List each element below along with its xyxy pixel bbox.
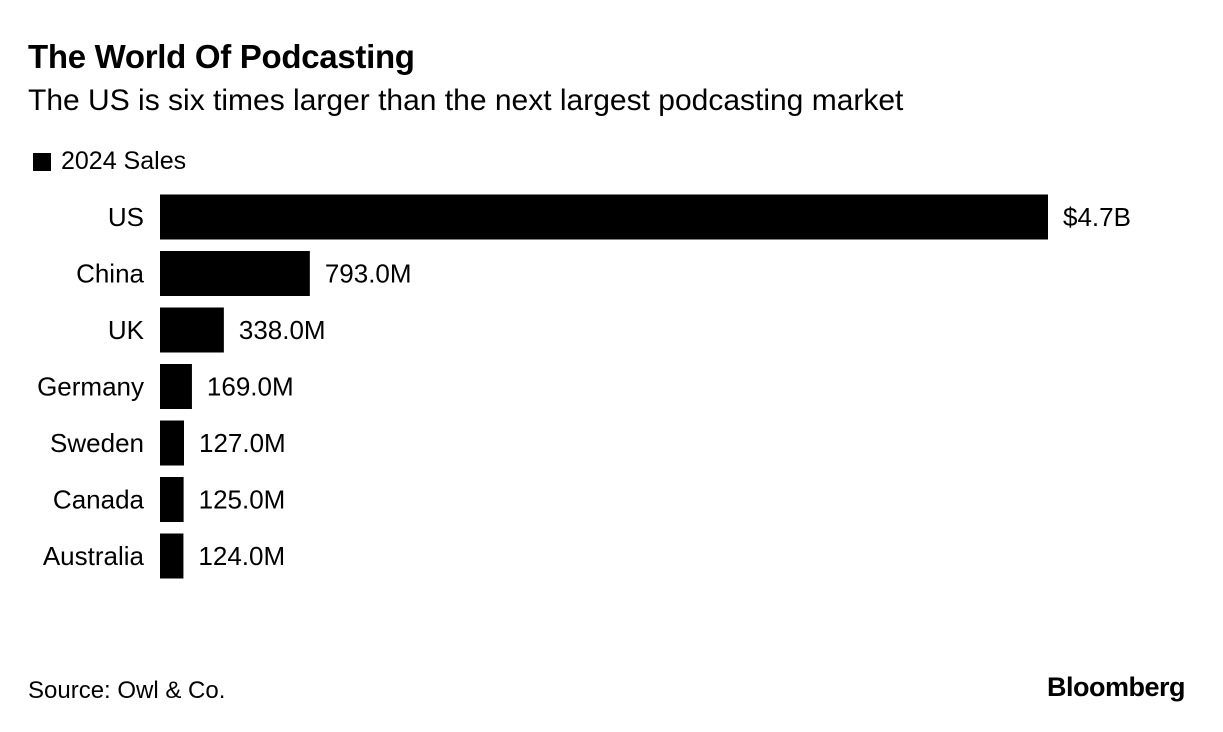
- bar: [160, 194, 1048, 240]
- category-label: UK: [108, 315, 145, 345]
- data-label: 338.0M: [239, 315, 326, 345]
- category-label: Germany: [37, 372, 144, 402]
- category-label: Sweden: [50, 428, 144, 458]
- data-label: 169.0M: [207, 372, 294, 402]
- data-label: 125.0M: [199, 485, 286, 515]
- bar: [160, 420, 184, 466]
- category-label: Canada: [53, 485, 145, 515]
- legend: 2024 Sales: [33, 147, 186, 176]
- source-note: Source: Owl & Co.: [28, 677, 226, 704]
- data-label: 127.0M: [199, 428, 286, 458]
- bar: [160, 251, 310, 296]
- data-label: $4.7B: [1063, 202, 1131, 232]
- legend-swatch: [33, 152, 51, 171]
- chart-title: The World Of Podcasting: [28, 38, 415, 75]
- bar: [160, 477, 184, 522]
- data-label: 124.0M: [198, 541, 285, 571]
- legend-label: 2024 Sales: [61, 147, 187, 175]
- chart-subtitle: The US is six times larger than the next…: [28, 84, 904, 117]
- bar: [160, 364, 192, 409]
- category-label: US: [108, 202, 144, 232]
- category-label: China: [76, 259, 144, 289]
- category-label: Australia: [43, 541, 145, 571]
- bloomberg-logo: Bloomberg: [1046, 672, 1186, 702]
- data-label: 793.0M: [325, 259, 412, 289]
- bar: [160, 307, 224, 353]
- bar: [160, 533, 184, 579]
